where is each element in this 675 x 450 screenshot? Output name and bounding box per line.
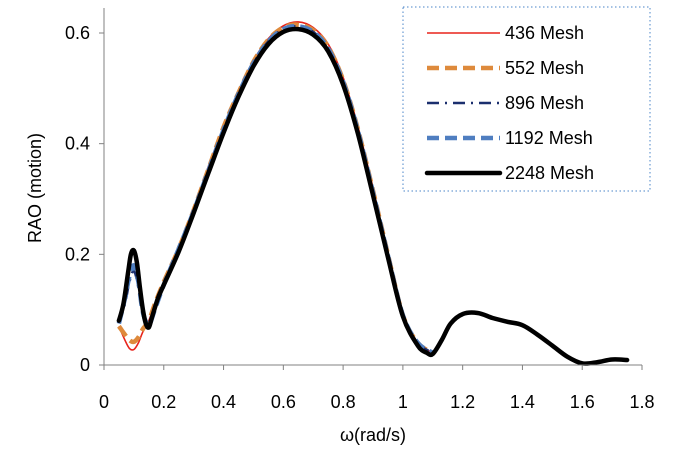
legend-label: 2248 Mesh <box>505 163 594 183</box>
y-tick-label: 0.4 <box>65 134 90 154</box>
series-line-3 <box>117 25 434 354</box>
legend-label: 436 Mesh <box>505 23 584 43</box>
legend-label: 1192 Mesh <box>505 128 593 148</box>
x-tick-label: 1.8 <box>629 392 654 412</box>
y-ticks: 0 0.2 0.4 0.6 <box>65 23 104 375</box>
series-line-5 <box>116 26 630 366</box>
x-tick-label: 1.2 <box>450 392 475 412</box>
x-tick-label: 0.6 <box>271 392 296 412</box>
y-tick-label: 0.6 <box>65 23 90 43</box>
x-ticks: 0 0.2 0.4 0.6 0.8 1 1.2 1.4 1.6 1.8 <box>99 365 655 412</box>
x-tick-label: 0.8 <box>331 392 356 412</box>
x-axis-label: ω(rad/s) <box>340 425 406 445</box>
series-line-4 <box>116 24 435 355</box>
x-tick-label: 0.2 <box>151 392 176 412</box>
series-line-2 <box>117 22 435 355</box>
legend-box <box>402 6 651 192</box>
x-tick-label: 0.4 <box>211 392 236 412</box>
x-tick-label: 1.4 <box>510 392 535 412</box>
plot-lines <box>116 21 630 366</box>
x-tick-label: 1.6 <box>570 392 595 412</box>
x-tick-label: 0 <box>99 392 109 412</box>
legend: 436 Mesh 552 Mesh 896 Mesh 1192 Mesh 2248 Me… <box>424 23 594 183</box>
x-tick-label: 1 <box>398 392 408 412</box>
legend-label: 552 Mesh <box>505 58 584 78</box>
series-line-1 <box>118 21 434 354</box>
y-tick-label: 0 <box>80 355 90 375</box>
legend-label: 896 Mesh <box>505 93 584 113</box>
y-tick-label: 0.2 <box>65 244 90 264</box>
y-axis-label: RAO (motion) <box>25 133 45 243</box>
